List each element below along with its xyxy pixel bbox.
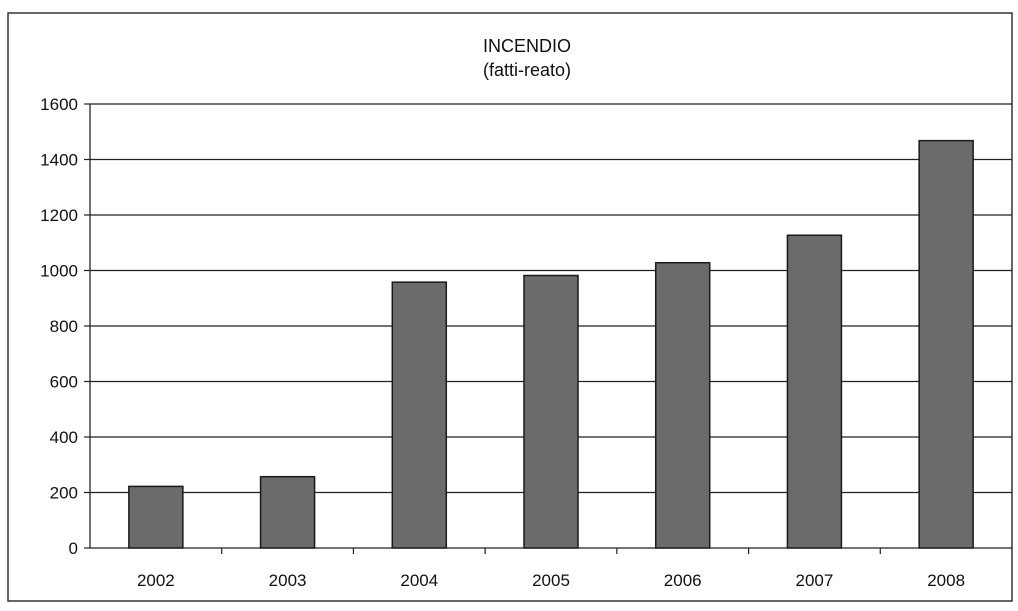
bar-2003 [259, 475, 316, 549]
y-tick-label: 800 [50, 317, 78, 336]
bars [128, 139, 974, 549]
y-tick-label: 400 [50, 428, 78, 447]
chart-title: INCENDIO [483, 36, 571, 56]
x-tick-label: 2003 [269, 571, 307, 590]
y-tick-label: 600 [50, 373, 78, 392]
bar-2002 [128, 485, 184, 549]
x-tick-label: 2007 [796, 571, 834, 590]
axes [84, 103, 1012, 554]
x-tick-label: 2008 [927, 571, 965, 590]
x-tick-label: 2004 [400, 571, 438, 590]
bar-2006 [654, 261, 711, 549]
bar-2004 [391, 281, 448, 549]
y-tick-label: 1400 [40, 151, 78, 170]
y-tick-labels: 0 200 400 600 800 1000 1200 1400 1600 [40, 95, 78, 558]
y-tick-label: 1600 [40, 95, 78, 114]
x-tick-label: 2006 [664, 571, 702, 590]
gridlines [90, 103, 1012, 494]
x-tick-label: 2005 [532, 571, 570, 590]
x-tick-label: 2002 [137, 571, 175, 590]
y-tick-label: 1200 [40, 206, 78, 225]
bar-2007 [786, 234, 843, 549]
chart-subtitle: (fatti-reato) [483, 60, 571, 80]
bar-2005 [523, 274, 579, 549]
y-tick-label: 200 [50, 484, 78, 503]
y-tick-label: 1000 [40, 262, 78, 281]
bar-2008 [918, 139, 974, 549]
x-tick-labels: 2002 2003 2004 2005 2006 2007 2008 [137, 571, 965, 590]
y-tick-label: 0 [69, 539, 78, 558]
